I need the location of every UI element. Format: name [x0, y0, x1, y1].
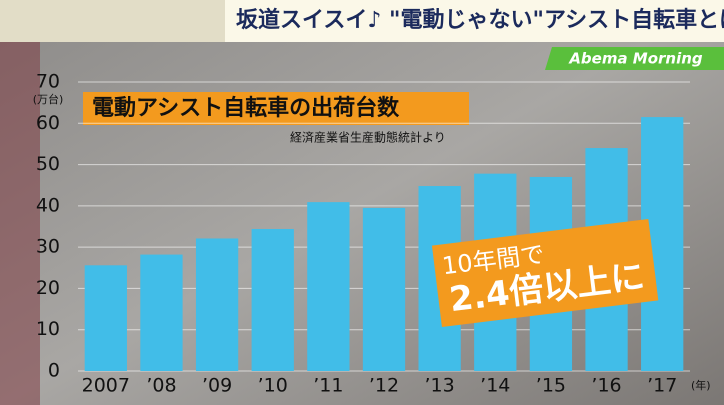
annotation-bg [431, 219, 659, 327]
x-tick-label: ’11 [313, 375, 343, 397]
chart-title-bg [83, 92, 469, 125]
annotation: 10年間で 2.4倍以上に [431, 219, 659, 327]
bar [251, 228, 294, 371]
y-tick-label: 20 [36, 277, 60, 299]
background-blur [0, 40, 40, 405]
x-tick-label: ’10 [258, 375, 288, 397]
x-tick-label: ’13 [425, 375, 455, 397]
chart-subtitle: 経済産業省生産動態統計より [290, 130, 446, 145]
banner-title: 坂道スイスイ♪ "電動じゃない"アシスト自転車とは? [236, 7, 724, 33]
bar [140, 254, 183, 371]
y-tick-label: 40 [36, 194, 60, 216]
x-tick-label: 2007 [82, 375, 130, 397]
y-tick-label: 0 [48, 360, 60, 382]
x-tick-label: ’16 [591, 375, 621, 397]
y-tick-label: 60 [36, 112, 60, 134]
x-unit: (年) [691, 378, 711, 392]
y-tick-label: 70 [36, 71, 60, 93]
x-tick-label: ’17 [647, 375, 677, 397]
y-tick-label: 50 [36, 153, 60, 175]
x-tick-label: ’08 [146, 375, 176, 397]
bar [307, 202, 350, 371]
y-tick-label: 10 [36, 318, 60, 340]
bar [195, 238, 239, 371]
x-tick-label: ’09 [202, 375, 232, 397]
bar [84, 265, 127, 371]
x-tick-label: ’14 [480, 375, 510, 397]
banner-left [0, 0, 225, 42]
chart-title: 電動アシスト自転車の出荷台数 [92, 95, 400, 121]
y-tick-label: 30 [36, 236, 60, 258]
bar [362, 207, 406, 371]
y-unit: (万台) [33, 92, 64, 106]
logo: Abema Morning [568, 50, 703, 68]
x-tick-label: ’12 [369, 375, 399, 397]
x-tick-label: ’15 [536, 375, 566, 397]
logo-bg [545, 47, 724, 70]
